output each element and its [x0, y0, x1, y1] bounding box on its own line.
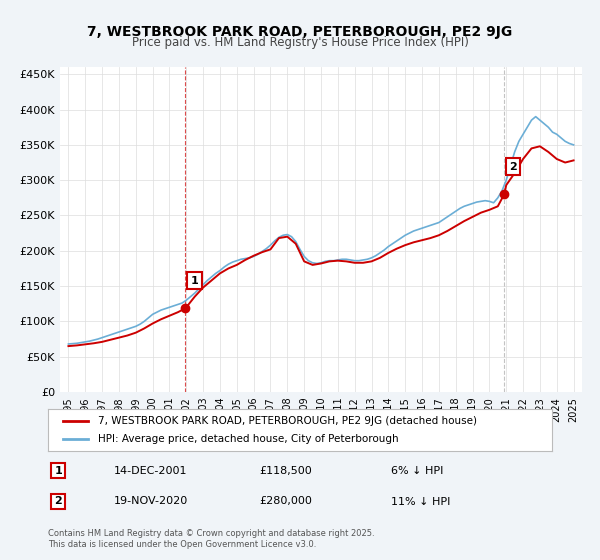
Text: 6% ↓ HPI: 6% ↓ HPI [391, 465, 443, 475]
Text: 7, WESTBROOK PARK ROAD, PETERBOROUGH, PE2 9JG: 7, WESTBROOK PARK ROAD, PETERBOROUGH, PE… [88, 25, 512, 39]
Text: Contains HM Land Registry data © Crown copyright and database right 2025.
This d: Contains HM Land Registry data © Crown c… [48, 529, 374, 549]
Text: £118,500: £118,500 [260, 465, 313, 475]
Text: 2: 2 [54, 497, 62, 506]
Text: £280,000: £280,000 [260, 497, 313, 506]
Text: 11% ↓ HPI: 11% ↓ HPI [391, 497, 450, 506]
Text: 1: 1 [54, 465, 62, 475]
Text: Price paid vs. HM Land Registry's House Price Index (HPI): Price paid vs. HM Land Registry's House … [131, 36, 469, 49]
Text: 7, WESTBROOK PARK ROAD, PETERBOROUGH, PE2 9JG (detached house): 7, WESTBROOK PARK ROAD, PETERBOROUGH, PE… [98, 416, 478, 426]
Text: 1: 1 [191, 276, 198, 286]
Text: 2: 2 [509, 162, 517, 171]
Text: HPI: Average price, detached house, City of Peterborough: HPI: Average price, detached house, City… [98, 434, 399, 444]
Text: 14-DEC-2001: 14-DEC-2001 [113, 465, 187, 475]
Text: 19-NOV-2020: 19-NOV-2020 [113, 497, 188, 506]
